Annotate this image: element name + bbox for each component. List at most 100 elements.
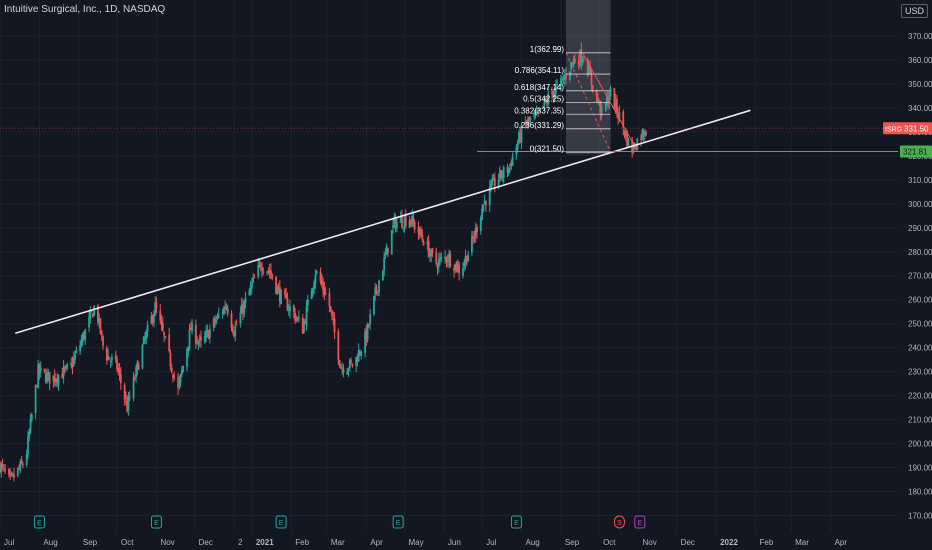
fib-level-label: 0.5(342.25) bbox=[523, 95, 564, 104]
candle-body bbox=[252, 277, 255, 283]
candle-body bbox=[52, 375, 55, 382]
x-tick-label: Oct bbox=[121, 538, 134, 547]
candle-body bbox=[554, 86, 557, 95]
candle-body bbox=[214, 318, 216, 323]
candle-body bbox=[65, 365, 68, 369]
y-tick-label: 240.00 bbox=[908, 344, 932, 353]
candle-body bbox=[10, 473, 13, 475]
candle-body bbox=[533, 114, 536, 117]
x-tick-label: Dec bbox=[199, 538, 213, 547]
x-tick-label: Nov bbox=[160, 538, 174, 547]
candle-body bbox=[21, 464, 24, 466]
candle-body bbox=[276, 286, 279, 295]
last-price-label: 331.50 bbox=[904, 124, 929, 133]
candle-body bbox=[395, 221, 398, 229]
candle-body bbox=[89, 311, 92, 320]
candle-body bbox=[375, 287, 378, 292]
x-tick-label: Dec bbox=[681, 538, 695, 547]
candle-body bbox=[310, 291, 313, 300]
candle-body bbox=[351, 363, 354, 367]
y-tick-label: 340.00 bbox=[908, 104, 932, 113]
candle-body bbox=[561, 78, 564, 80]
candle-body bbox=[215, 319, 218, 323]
candle-body bbox=[515, 147, 518, 155]
candle-body bbox=[408, 220, 411, 228]
candle-body bbox=[136, 362, 139, 369]
candle-body bbox=[280, 290, 283, 304]
candle-body bbox=[268, 270, 271, 272]
candle-body bbox=[376, 291, 379, 293]
candle-body bbox=[271, 273, 274, 279]
candle-body bbox=[303, 322, 305, 333]
candle-body bbox=[470, 236, 473, 253]
candle-body bbox=[436, 265, 439, 269]
x-tick-label: Jun bbox=[448, 538, 461, 547]
candle-body bbox=[577, 59, 580, 65]
candle-body bbox=[70, 362, 73, 366]
candle-body bbox=[191, 323, 193, 332]
candle-body bbox=[1, 463, 4, 466]
candle-body bbox=[62, 366, 65, 377]
candle-body bbox=[331, 310, 333, 317]
fib-diagonal bbox=[565, 52, 611, 153]
candle-body bbox=[394, 217, 397, 229]
candle-body bbox=[80, 340, 83, 345]
candle-body bbox=[284, 290, 286, 295]
candle-body bbox=[47, 371, 50, 375]
candle-body bbox=[627, 138, 630, 147]
candle-body bbox=[591, 85, 594, 92]
candle-body bbox=[635, 148, 637, 150]
candle-body bbox=[457, 266, 459, 272]
candle-body bbox=[467, 254, 469, 262]
candle-body bbox=[93, 306, 96, 316]
candle-body bbox=[116, 359, 118, 370]
candle-body bbox=[609, 87, 612, 97]
candle-body bbox=[253, 277, 256, 279]
candle-body bbox=[233, 333, 235, 337]
currency-badge[interactable]: USD bbox=[900, 4, 928, 18]
candle-body bbox=[63, 367, 66, 369]
candle-body bbox=[348, 359, 351, 369]
candle-body bbox=[409, 219, 412, 224]
candle-body bbox=[605, 97, 608, 104]
candle-body bbox=[463, 263, 466, 267]
candle-body bbox=[624, 132, 627, 137]
candle-body bbox=[319, 271, 322, 282]
candle-body bbox=[435, 252, 438, 264]
candle-body bbox=[322, 282, 324, 291]
symbol-title: Intuitive Surgical, Inc., 1D, NASDAQ bbox=[4, 4, 166, 15]
candle-body bbox=[360, 351, 363, 356]
y-tick-label: 180.00 bbox=[908, 488, 932, 497]
candle-body bbox=[562, 78, 565, 80]
candle-body bbox=[444, 256, 447, 259]
candle-body bbox=[546, 101, 548, 103]
candle-body bbox=[366, 323, 369, 341]
event-marker bbox=[510, 515, 522, 529]
candle-body bbox=[262, 271, 265, 273]
candle-body bbox=[568, 71, 571, 80]
event-marker bbox=[392, 515, 404, 529]
candle-body bbox=[83, 333, 85, 340]
y-tick-label: 280.00 bbox=[908, 248, 932, 257]
candle-body bbox=[333, 318, 336, 333]
candle-body bbox=[38, 364, 41, 373]
x-tick-label: Aug bbox=[526, 538, 540, 547]
candle-body bbox=[482, 204, 485, 211]
candle-body bbox=[66, 364, 69, 366]
candle-body bbox=[200, 336, 202, 341]
candle-body bbox=[338, 360, 341, 367]
downtrend-line bbox=[583, 54, 633, 142]
candle-body bbox=[305, 306, 308, 326]
candle-body bbox=[497, 179, 500, 186]
candle-body bbox=[490, 184, 492, 189]
y-tick-label: 170.00 bbox=[908, 511, 932, 520]
candle-body bbox=[178, 380, 181, 386]
candle-body bbox=[454, 263, 457, 271]
candle-body bbox=[509, 164, 511, 167]
candle-body bbox=[127, 396, 130, 411]
x-tick-label: Feb bbox=[295, 538, 309, 547]
candle-body bbox=[526, 119, 529, 124]
candle-body bbox=[542, 105, 545, 108]
event-marker-label: E bbox=[37, 520, 42, 527]
